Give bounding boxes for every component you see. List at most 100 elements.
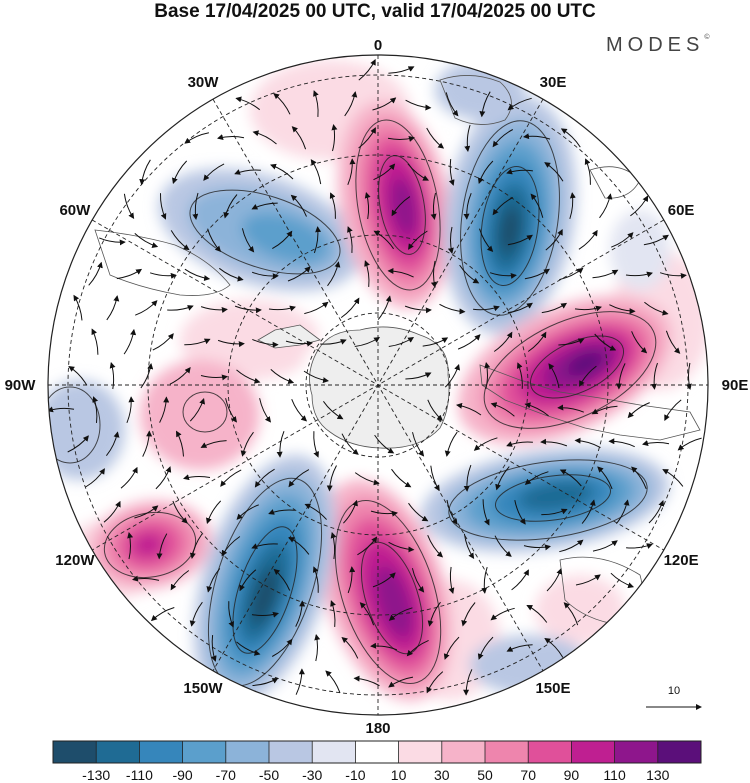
wind-vector: [387, 267, 414, 278]
wind-vector: [109, 362, 116, 390]
wind-vector: [134, 505, 159, 519]
wind-vector: [477, 636, 494, 660]
wind-vector: [391, 196, 411, 217]
wind-vector: [347, 566, 356, 594]
colorbar-tick-label: -90: [172, 767, 192, 783]
longitude-label-120e: 120E: [664, 552, 699, 569]
wind-vector: [626, 543, 653, 549]
wind-vector: [650, 362, 658, 390]
wind-vector: [388, 66, 415, 74]
wind-vector: [236, 641, 261, 656]
wind-vector: [276, 431, 285, 458]
wind-vector: [189, 601, 203, 627]
vector-scale-label: 10: [668, 685, 680, 697]
wind-vector: [271, 638, 293, 657]
colorbar-swatch: [312, 741, 356, 763]
wind-vector: [447, 226, 454, 254]
wind-vector: [329, 192, 336, 219]
wind-vector: [67, 435, 89, 453]
wind-vector: [422, 337, 449, 347]
colorbar-border: [52, 740, 702, 764]
wind-vector: [559, 267, 584, 281]
wind-vector: [251, 271, 279, 280]
wind-vector: [270, 163, 294, 180]
wind-vector: [149, 272, 177, 279]
longitude-labels: 0 30E 60E 90E 120E 150E 180 150W 120W 90W 60W 30W: [5, 37, 749, 737]
wind-vector: [217, 134, 245, 140]
wind-vector: [405, 372, 432, 380]
wind-vector: [481, 566, 488, 594]
wind-vector: [170, 230, 190, 251]
wind-vector: [514, 500, 526, 525]
wind-vector: [357, 536, 378, 556]
wind-vector: [320, 339, 347, 345]
wind-vector: [126, 396, 135, 423]
wind-vector: [507, 234, 533, 246]
wind-vector: [313, 90, 319, 117]
wind-vector: [473, 305, 500, 312]
wind-vector: [268, 509, 295, 515]
wind-vector: [506, 441, 533, 447]
wind-vector: [172, 500, 188, 524]
vector-scale: 10: [646, 685, 702, 710]
colorbar-swatch: [96, 741, 140, 763]
wind-vector: [220, 469, 242, 487]
colorbar-tick-label: -50: [259, 767, 279, 783]
colorbar-swatch: [53, 741, 97, 763]
wind-vector: [377, 295, 392, 320]
wind-vector: [313, 431, 319, 458]
wind-vector: [103, 500, 121, 523]
wind-vector: [189, 533, 203, 559]
wind-vector: [444, 363, 461, 388]
wind-vector: [548, 363, 560, 389]
wind-vector: [207, 228, 222, 253]
wind-vector: [463, 193, 472, 220]
colorbar-swatch: [269, 741, 313, 763]
wind-vector: [490, 402, 515, 417]
wind-vector: [412, 432, 425, 457]
wind-vector: [507, 97, 532, 111]
wind-vector: [295, 600, 306, 627]
wind-vector: [206, 568, 221, 593]
wind-vector: [563, 602, 579, 626]
wind-vector: [225, 398, 238, 423]
wind-vector: [495, 466, 510, 491]
wind-vector: [560, 128, 581, 148]
wind-vector: [358, 127, 376, 149]
wind-vector: [659, 272, 687, 279]
wind-vector: [132, 575, 160, 582]
wind-vector: [388, 336, 415, 347]
wind-vector: [569, 192, 576, 220]
wind-vector: [611, 232, 634, 248]
colorbar-swatch: [657, 741, 702, 763]
wind-vector: [340, 297, 360, 319]
wind-vector: [344, 91, 358, 117]
wind-vector: [288, 469, 310, 488]
wind-vector: [330, 532, 337, 560]
wind-vector: [343, 499, 358, 524]
wind-vector: [592, 269, 619, 279]
wind-vector: [252, 678, 279, 686]
wind-vector: [524, 471, 549, 485]
colorbar-swatch: [139, 741, 183, 763]
wind-vector: [464, 124, 471, 152]
wind-vector: [648, 500, 665, 524]
wind-vector: [584, 158, 591, 185]
wind-vector: [192, 192, 199, 220]
wind-vector: [391, 468, 412, 488]
wind-vector: [527, 331, 547, 352]
wind-vector: [581, 499, 596, 524]
wind-vector: [411, 568, 425, 593]
wind-vector: [625, 271, 653, 278]
wind-vector: [406, 639, 429, 657]
colorbar-swatch: [225, 741, 270, 763]
wind-vector: [331, 124, 338, 152]
wind-vector: [150, 607, 175, 622]
wind-vector: [544, 637, 564, 658]
longitude-label-150e: 150E: [535, 680, 570, 697]
colorbar-tick-label: 50: [477, 767, 493, 783]
wind-vector: [388, 676, 414, 688]
wind-vector: [616, 499, 630, 525]
wind-vector: [665, 330, 681, 354]
